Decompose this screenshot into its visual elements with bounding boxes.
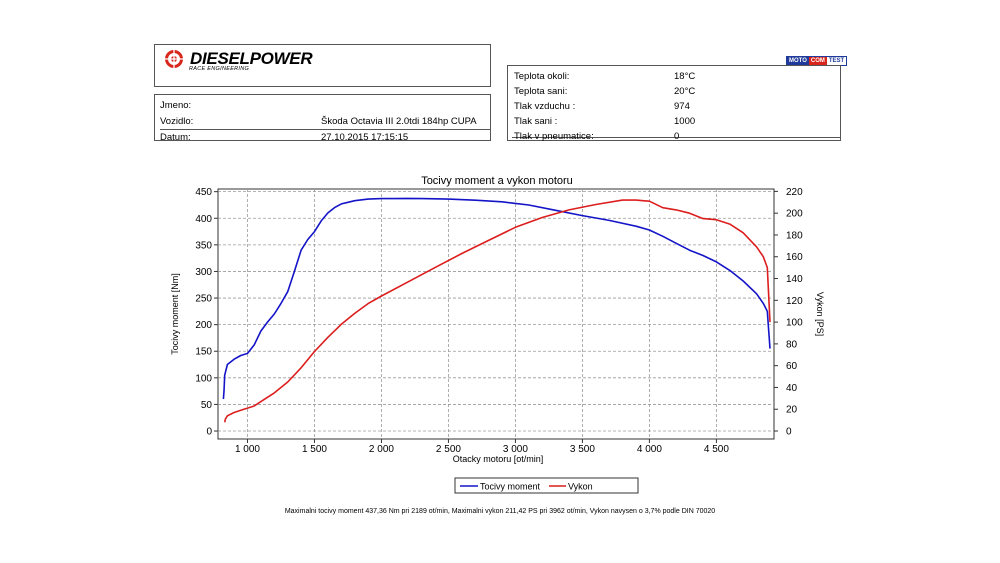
datum-label: Datum:: [160, 132, 191, 143]
y2-tick-label: 120: [786, 296, 803, 307]
y2-tick-label: 200: [786, 209, 803, 220]
cond-value: 1000: [674, 116, 696, 127]
y2-tick-label: 60: [786, 361, 798, 372]
y-axis-label: Tocivy moment [Nm]: [170, 273, 180, 355]
y-tick-label: 0: [206, 427, 212, 438]
vozidlo-value: Škoda Octavia III 2.0tdi 184hp CUPA: [321, 116, 477, 127]
logo-wordmark: DIESELPOWER: [190, 49, 313, 68]
y2-tick-label: 80: [786, 339, 798, 350]
vehicle-info-box: [154, 94, 491, 141]
y-tick-label: 200: [195, 320, 212, 331]
cond-value: 20°C: [674, 86, 696, 97]
x-tick-label: 2 500: [436, 444, 461, 455]
conditions-box: [507, 65, 841, 141]
y2-tick-label: 20: [786, 405, 798, 416]
y-tick-label: 450: [195, 187, 212, 198]
cond-value: 18°C: [674, 71, 696, 82]
y-tick-label: 250: [195, 294, 212, 305]
cond-label: Teplota sani:: [514, 86, 568, 97]
legend: Tocivy moment Vykon: [454, 477, 639, 494]
cond-label: Tlak v pneumatice:: [514, 131, 594, 142]
cond-value: 0: [674, 131, 680, 142]
axis-ticks: 1 000 1 500 2 000 2 500 3 000 3 500 4 000 4 500…: [195, 187, 803, 455]
conditions-divider: [512, 137, 841, 138]
badge-part-2: COM: [808, 57, 827, 65]
cond-label: Tlak sani :: [514, 116, 558, 127]
y2-tick-label: 40: [786, 383, 798, 394]
cond-label: Tlak vzduchu :: [514, 101, 576, 112]
legend-label-power: Vykon: [568, 482, 593, 492]
chart-title: Tocivy moment a vykon motoru: [421, 175, 573, 187]
y2-tick-label: 220: [786, 187, 803, 198]
y-tick-label: 50: [201, 400, 213, 411]
legend-box: [454, 477, 639, 494]
y-tick-label: 350: [195, 240, 212, 251]
x-tick-label: 4 500: [704, 444, 729, 455]
y2-tick-label: 140: [786, 274, 803, 285]
x-tick-label: 1 500: [302, 444, 327, 455]
torque-series-line: [222, 197, 771, 400]
y-tick-label: 300: [195, 267, 212, 278]
y2-tick-label: 0: [786, 427, 792, 438]
y-tick-label: 150: [195, 347, 212, 358]
cond-label: Teplota okoli:: [514, 71, 570, 82]
badge-part-3: TEST: [828, 58, 845, 64]
cond-value: 974: [674, 101, 690, 112]
x-tick-label: 2 000: [369, 444, 394, 455]
vehicle-divider: [160, 129, 491, 130]
logo-subtitle: RACE ENGINEERING: [189, 66, 250, 72]
power-series-line: [223, 199, 771, 423]
logo-box: [154, 44, 491, 87]
footer-note: Maximalni tocivy moment 437,36 Nm pri 21…: [284, 508, 716, 515]
y2-tick-label: 180: [786, 230, 803, 241]
grid-lines: [218, 189, 774, 439]
vozidlo-label: Vozidlo:: [160, 116, 194, 127]
x-axis-label: Otacky motoru [ot/min]: [453, 454, 544, 464]
jmeno-label: Jmeno:: [160, 100, 192, 111]
y-tick-label: 100: [195, 373, 212, 384]
x-tick-label: 3 500: [570, 444, 595, 455]
y2-tick-label: 100: [786, 318, 803, 329]
x-tick-label: 3 000: [503, 444, 528, 455]
y2-axis-label: Vykon [PS]: [815, 292, 825, 336]
x-tick-label: 1 000: [235, 444, 260, 455]
legend-label-torque: Tocivy moment: [480, 482, 541, 492]
badge-part-1: MOTO: [787, 57, 809, 65]
y2-tick-label: 160: [786, 252, 803, 263]
series-lines: [222, 197, 771, 423]
x-tick-label: 4 000: [637, 444, 662, 455]
datum-value: 27.10.2015 17:15:15: [321, 132, 409, 143]
y-tick-label: 400: [195, 214, 212, 225]
plot-area: [217, 188, 775, 440]
